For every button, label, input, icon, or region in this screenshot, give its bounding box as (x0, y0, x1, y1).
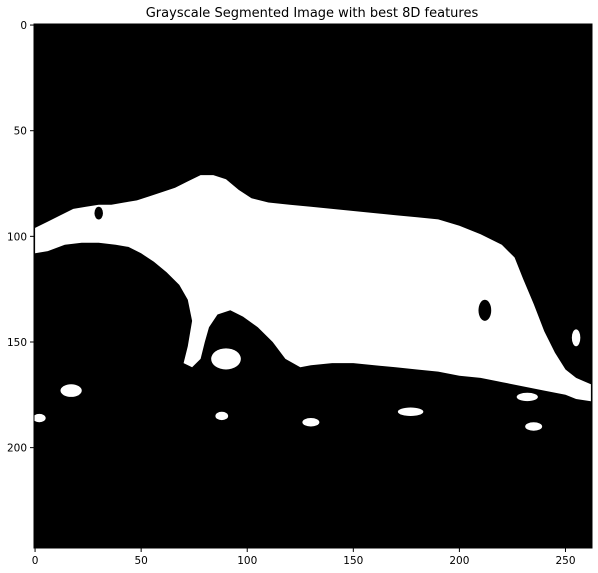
y-axis: 0 50 100 150 200 (7, 20, 34, 455)
x-tick-label: 0 (32, 555, 39, 567)
background-hole (478, 299, 492, 321)
segmented-image (34, 24, 592, 548)
background-hole (228, 337, 263, 389)
y-tick-label: 100 (7, 231, 27, 243)
foreground-blob (34, 413, 46, 423)
y-tick-label: 150 (7, 337, 27, 349)
axes-frame (33, 23, 593, 549)
y-tick-label: 50 (14, 126, 27, 138)
x-tick-label: 200 (449, 555, 469, 567)
y-tick-label: 0 (20, 20, 27, 32)
x-tick-label: 50 (134, 555, 147, 567)
x-tick-label: 250 (555, 555, 575, 567)
foreground-blob (215, 411, 229, 421)
foreground-blob (211, 348, 241, 370)
foreground-blob (571, 329, 581, 347)
foreground-blob (397, 407, 424, 416)
x-tick-label: 150 (343, 555, 363, 567)
foreground-blob (516, 392, 538, 402)
x-axis: 0 50 100 150 200 250 (32, 548, 576, 567)
foreground-blob (60, 384, 82, 397)
foreground-blob (525, 422, 543, 431)
foreground-region (35, 175, 591, 402)
background-hole (94, 206, 103, 220)
x-tick-label: 100 (237, 555, 257, 567)
chart-title: Grayscale Segmented Image with best 8D f… (146, 6, 479, 21)
foreground-blob (302, 418, 320, 427)
y-tick-label: 200 (7, 443, 27, 455)
